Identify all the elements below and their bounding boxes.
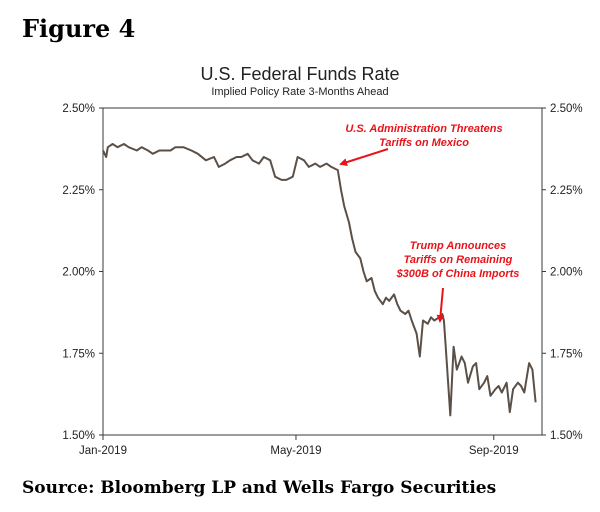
chart-title: U.S. Federal Funds Rate bbox=[200, 64, 399, 84]
annotations-layer: U.S. Administration Threatens Tariffs on … bbox=[339, 123, 520, 323]
y-tick-label-left: 2.00% bbox=[62, 267, 95, 279]
y-tick-label-right: 2.00% bbox=[550, 267, 583, 279]
y-tick-label-left: 1.50% bbox=[62, 430, 95, 442]
x-tick-label: Jan-2019 bbox=[79, 445, 127, 457]
chart-subtitle: Implied Policy Rate 3-Months Ahead bbox=[211, 86, 388, 98]
y-tick-label-right: 2.50% bbox=[550, 103, 583, 115]
y-tick-label-left: 2.25% bbox=[62, 185, 95, 197]
series-line bbox=[102, 143, 537, 417]
y-tick-label-right: 2.25% bbox=[550, 185, 583, 197]
figure-label: Figure 4 bbox=[22, 14, 136, 43]
source-note: Source: Bloomberg LP and Wells Fargo Sec… bbox=[22, 478, 497, 498]
annotation-text: Tariffs on Remaining bbox=[404, 254, 513, 266]
x-tick-label: May-2019 bbox=[270, 445, 321, 457]
annotation-arrow bbox=[436, 287, 445, 323]
axes-layer: 2.50% 2.50% 2.25% 2.25% 2.00% 2.00% 1.75% 1.75%… bbox=[62, 103, 582, 457]
annotation-text: Trump Announces bbox=[410, 240, 507, 252]
y-tick-label-right: 1.50% bbox=[550, 430, 583, 442]
annotation: Trump Announces Tariffs on Remaining $300B… bbox=[396, 240, 520, 323]
annotation-text: U.S. Administration Threatens bbox=[345, 123, 502, 135]
annotation: U.S. Administration Threatens Tariffs on … bbox=[339, 123, 503, 166]
y-tick-label-left: 1.75% bbox=[62, 348, 95, 360]
y-tick-label-right: 1.75% bbox=[550, 348, 583, 360]
x-tick-label: Sep-2019 bbox=[469, 445, 519, 457]
annotation-text: $300B of China Imports bbox=[396, 268, 520, 280]
annotation-text: Tariffs on Mexico bbox=[379, 137, 469, 149]
annotation-arrow bbox=[339, 148, 389, 166]
y-tick-label-left: 2.50% bbox=[62, 103, 95, 115]
